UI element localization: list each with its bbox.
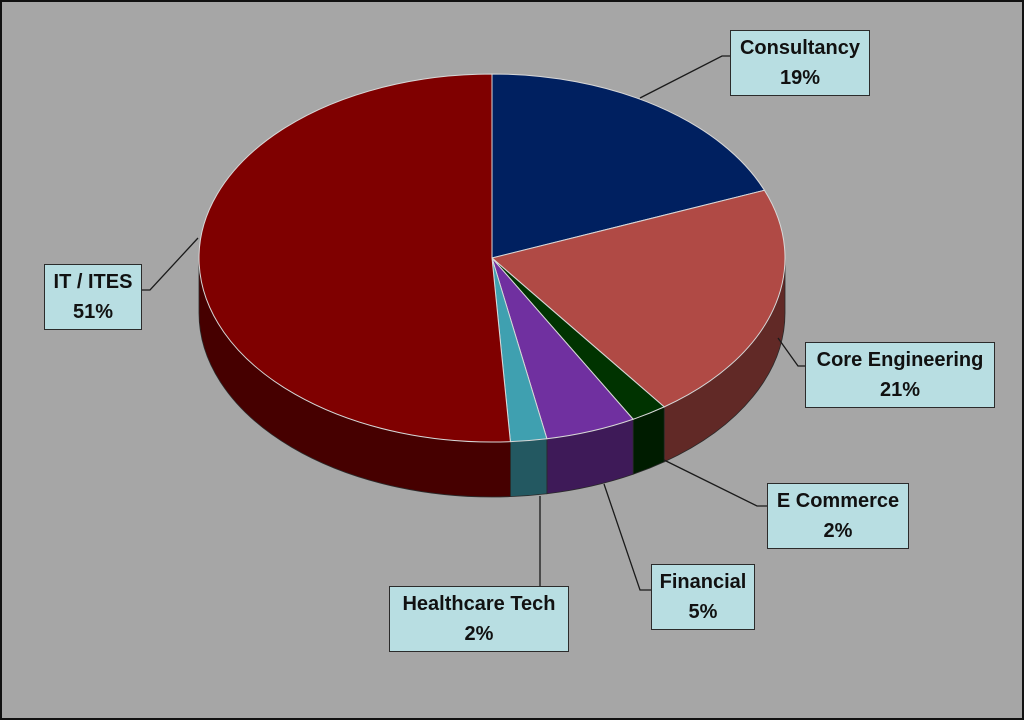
pie-slice-it-ites: [198, 73, 511, 443]
slice-label-healthcare-tech: Healthcare Tech: [402, 593, 556, 615]
slice-value-consultancy: 19%: [779, 67, 821, 89]
pie-slice-consultancy: [491, 73, 766, 259]
slice-label-consultancy: Consultancy: [739, 37, 861, 59]
slice-label-financial: Financial: [659, 571, 747, 593]
slice-value-e-commerce: 2%: [823, 520, 853, 542]
callout-e-commerce: E Commerce 2%: [767, 483, 909, 549]
slice-label-it-ites: IT / ITES: [53, 271, 133, 293]
slice-value-financial: 5%: [688, 601, 718, 623]
callout-it-ites: IT / ITES 51%: [44, 264, 142, 330]
callout-healthcare-tech: Healthcare Tech 2%: [389, 586, 569, 652]
callout-core-engineering: Core Engineering 21%: [805, 342, 995, 408]
callout-consultancy: Consultancy 19%: [730, 30, 870, 96]
leader-line-it-ites: [142, 237, 199, 291]
callout-financial: Financial 5%: [651, 564, 755, 630]
leader-lines: [142, 55, 805, 591]
slice-value-healthcare-tech: 2%: [464, 623, 494, 645]
pie-slices: [198, 73, 786, 443]
pie-slice-core-engineering: [490, 189, 786, 408]
pie-side-healthcare-tech: [509, 438, 548, 498]
leader-line-financial: [603, 483, 651, 591]
leader-line-e-commerce: [663, 459, 767, 507]
slice-label-e-commerce: E Commerce: [776, 490, 900, 512]
pie-sides: [198, 257, 786, 498]
leader-line-core-engineering: [777, 337, 805, 367]
slice-value-core-engineering: 21%: [879, 379, 921, 401]
slice-label-core-engineering: Core Engineering: [816, 349, 984, 371]
leader-line-consultancy: [639, 55, 730, 99]
slice-value-it-ites: 51%: [72, 301, 114, 323]
